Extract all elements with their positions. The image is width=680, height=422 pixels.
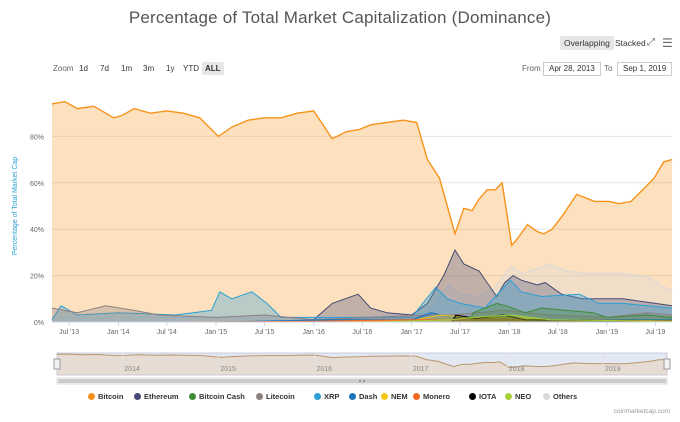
series-line-bitcoin bbox=[51, 100, 673, 248]
x-tick-label: Jan '17 bbox=[400, 329, 422, 336]
navigator-scrollbar-thumb[interactable] bbox=[58, 379, 666, 383]
legend-item-bitcoin-cash[interactable]: Bitcoin Cash bbox=[189, 392, 245, 402]
zoom-1d-button[interactable]: 1d bbox=[79, 64, 88, 73]
navigator-year-label: 2017 bbox=[413, 366, 429, 373]
legend-swatch-monero bbox=[413, 393, 420, 400]
legend-item-others[interactable]: Others bbox=[543, 392, 577, 402]
legend-swatch-xrp bbox=[314, 393, 321, 400]
legend-swatch-ethereum bbox=[134, 393, 141, 400]
legend-item-litecoin[interactable]: Litecoin bbox=[256, 392, 295, 402]
legend-label: Others bbox=[553, 392, 578, 401]
y-tick-label: 60% bbox=[30, 181, 44, 188]
y-tick-label: 80% bbox=[30, 134, 44, 141]
series-line-others bbox=[52, 263, 673, 318]
x-tick-label: Jan '15 bbox=[205, 329, 227, 336]
from-date-input[interactable]: Apr 28, 2013 bbox=[543, 62, 601, 76]
legend-swatch-dash bbox=[349, 393, 356, 400]
y-tick-label: 0% bbox=[34, 320, 44, 327]
legend-item-dash[interactable]: Dash bbox=[349, 392, 377, 402]
legend-item-iota[interactable]: IOTA bbox=[469, 392, 496, 402]
x-tick-label: Jan '14 bbox=[107, 329, 129, 336]
series-area-bitcoin bbox=[52, 101, 672, 322]
navigator-series-line bbox=[56, 353, 668, 369]
legend-item-bitcoin[interactable]: Bitcoin bbox=[88, 392, 123, 402]
navigator-handle-right[interactable] bbox=[663, 358, 671, 370]
fullscreen-icon[interactable]: ⤢ bbox=[647, 37, 655, 48]
navigator-year-label: 2019 bbox=[605, 366, 621, 373]
zoom-7d-button[interactable]: 7d bbox=[100, 64, 109, 73]
legend-label: NEM bbox=[391, 392, 408, 401]
stacked-toggle[interactable]: Stacked bbox=[615, 38, 646, 48]
x-tick-label: Jul '13 bbox=[59, 329, 79, 336]
navigator-year-label: 2015 bbox=[220, 366, 236, 373]
zoom-label: Zoom bbox=[53, 64, 74, 73]
legend-label: Bitcoin Cash bbox=[199, 392, 245, 401]
legend-label: Ethereum bbox=[144, 392, 179, 401]
legend-label: Monero bbox=[423, 392, 451, 401]
legend-label: Litecoin bbox=[266, 392, 295, 401]
legend-label: NEO bbox=[515, 392, 532, 401]
x-tick-label: Jul '14 bbox=[157, 329, 177, 336]
y-tick-label: 40% bbox=[30, 227, 44, 234]
series-area-iota bbox=[452, 315, 672, 322]
navigator-series-area bbox=[57, 354, 667, 375]
series-line-ethereum bbox=[52, 249, 673, 323]
x-tick-label: Jul '17 bbox=[450, 329, 470, 336]
legend-item-nem[interactable]: NEM bbox=[381, 392, 408, 402]
series-line-neo bbox=[378, 314, 673, 323]
hamburger-menu-icon[interactable]: ☰ bbox=[662, 36, 673, 50]
to-label: To bbox=[604, 64, 613, 73]
y-tick-label: 20% bbox=[30, 274, 44, 281]
x-tick-label: Jul '16 bbox=[352, 329, 372, 336]
legend-label: IOTA bbox=[479, 392, 497, 401]
y-axis-label: Percentage of Total Market Cap bbox=[12, 157, 19, 255]
legend-item-monero[interactable]: Monero bbox=[413, 392, 450, 402]
zoom-all-button[interactable]: ALL bbox=[202, 62, 224, 75]
legend-swatch-bitcoin bbox=[88, 393, 95, 400]
chart-title: Percentage of Total Market Capitalizatio… bbox=[128, 8, 552, 27]
zoom-ytd-button[interactable]: YTD bbox=[183, 64, 199, 73]
zoom-1y-button[interactable]: 1y bbox=[166, 64, 175, 73]
zoom-1m-button[interactable]: 1m bbox=[121, 64, 133, 73]
overlapping-toggle[interactable]: Overlapping bbox=[560, 36, 614, 50]
x-tick-label: Jan '16 bbox=[303, 329, 325, 336]
legend-item-neo[interactable]: NEO bbox=[505, 392, 531, 402]
navigator-year-label: 2018 bbox=[509, 366, 525, 373]
legend-swatch-others bbox=[543, 393, 550, 400]
navigator-year-label: 2014 bbox=[124, 366, 140, 373]
legend-swatch-neo bbox=[505, 393, 512, 400]
legend-swatch-litecoin bbox=[256, 393, 263, 400]
zoom-3m-button[interactable]: 3m bbox=[143, 64, 155, 73]
from-label: From bbox=[522, 64, 541, 73]
series-area-bitcoin-cash bbox=[468, 303, 672, 322]
series-area-others bbox=[52, 264, 672, 322]
legend-label: Dash bbox=[359, 392, 378, 401]
legend-label: XRP bbox=[324, 392, 340, 401]
legend-item-xrp[interactable]: XRP bbox=[314, 392, 339, 402]
legend-swatch-bitcoin-cash bbox=[189, 393, 196, 400]
legend-label: Bitcoin bbox=[98, 392, 124, 401]
x-tick-label: Jul '19 bbox=[645, 329, 665, 336]
x-tick-label: Jan '18 bbox=[498, 329, 520, 336]
to-date-input[interactable]: Sep 1, 2019 bbox=[617, 62, 673, 76]
chart-legend: Bitcoin Ethereum Bitcoin Cash Litecoin XRP Da… bbox=[60, 392, 640, 404]
series-line-xrp bbox=[51, 279, 673, 320]
series-line-bitcoin-cash bbox=[467, 302, 673, 323]
navigator-year-label: 2016 bbox=[316, 366, 332, 373]
legend-swatch-nem bbox=[381, 393, 388, 400]
x-tick-label: Jul '18 bbox=[548, 329, 568, 336]
x-tick-label: Jan '19 bbox=[596, 329, 618, 336]
legend-item-ethereum[interactable]: Ethereum bbox=[134, 392, 179, 402]
series-area-neo bbox=[379, 315, 672, 322]
x-tick-label: Jul '15 bbox=[254, 329, 274, 336]
source-credit: coinmarketcap.com bbox=[613, 408, 670, 415]
legend-swatch-iota bbox=[469, 393, 476, 400]
series-area-ethereum bbox=[52, 250, 672, 322]
navigator-handle-left[interactable] bbox=[53, 358, 61, 370]
